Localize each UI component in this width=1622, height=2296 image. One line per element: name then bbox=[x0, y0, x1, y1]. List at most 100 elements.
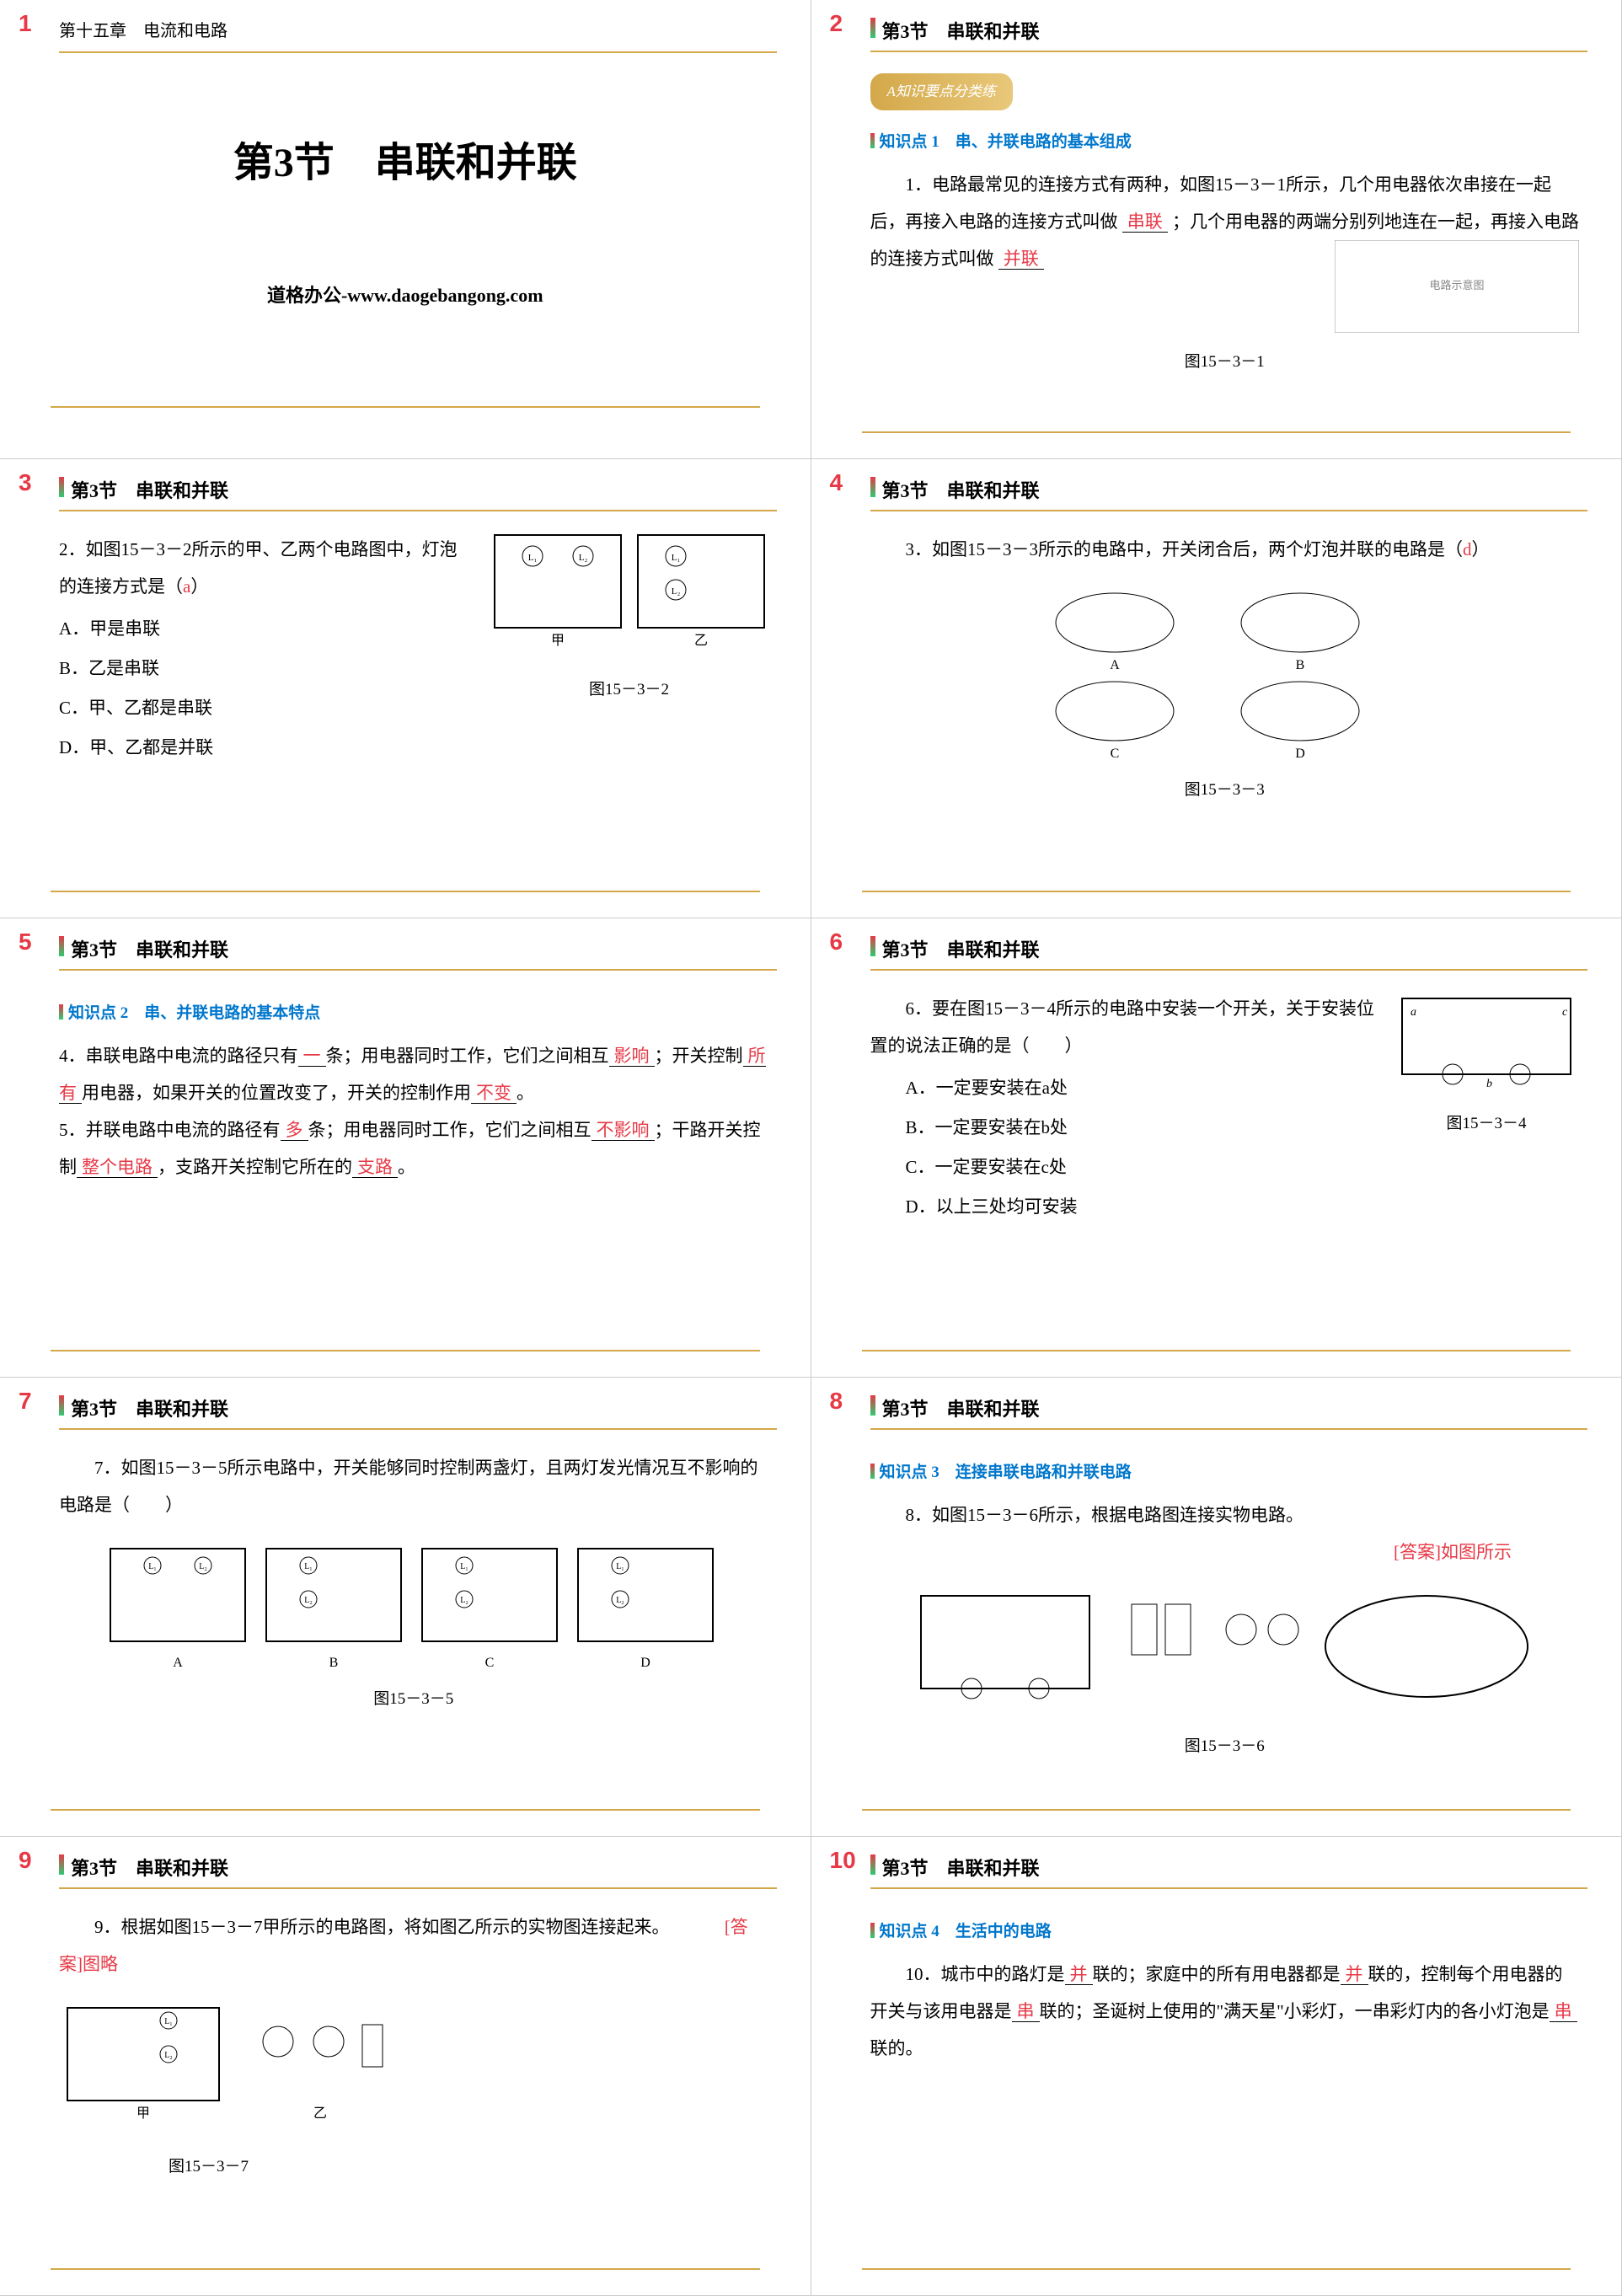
question-5: 5．并联电路中电流的路径有多条；用电器同时工作，它们之间相互不影响；干路开关控制… bbox=[59, 1111, 768, 1185]
options: A．一定要安装在a处 B．一定要安装在b处 C．一定要安装在c处 D．以上三处均… bbox=[906, 1069, 1378, 1225]
slide-6: 6 第3节 串联和并联 6．要在图15－3－4所示的电路中安装一个开关，关于安装… bbox=[811, 918, 1622, 1378]
question-10: 10．城市中的路灯是并联的；家庭中的所有用电器都是并联的，控制每个用电器的开关与… bbox=[870, 1956, 1580, 2067]
page-number: 6 bbox=[830, 929, 843, 955]
answer-blank: 串联 bbox=[1122, 211, 1168, 233]
svg-text:L₁: L₁ bbox=[304, 1562, 313, 1571]
knowledge-point: 知识点 4 生活中的电路 bbox=[870, 1915, 1580, 1949]
header-text: 第3节 串联和并联 bbox=[71, 476, 228, 503]
figure-caption: 图15－3－2 bbox=[490, 673, 768, 707]
answer-blank: 并 bbox=[1065, 1964, 1093, 1985]
slide-content: 3．如图15－3－3所示的电路中，开关闭合后，两个灯泡并联的电路是（d） A B… bbox=[811, 518, 1622, 824]
header-marker bbox=[870, 936, 875, 956]
svg-text:L₁: L₁ bbox=[527, 553, 537, 563]
answer: a bbox=[183, 576, 190, 597]
slide-header: 第3节 串联和并联 bbox=[59, 476, 777, 511]
footer-divider bbox=[51, 891, 760, 892]
svg-text:L₂: L₂ bbox=[164, 2051, 173, 2060]
svg-text:L₂: L₂ bbox=[578, 553, 587, 563]
slide-content: 7．如图15－3－5所示电路中，开关能够同时控制两盏灯，且两灯发光情况互不影响的… bbox=[0, 1437, 811, 1733]
svg-text:c: c bbox=[1562, 1006, 1568, 1019]
page-number: 2 bbox=[830, 10, 843, 37]
header-marker bbox=[870, 1395, 875, 1416]
knowledge-marker bbox=[870, 133, 875, 148]
slide-content: 9．根据如图15－3－7甲所示的电路图，将如图乙所示的实物图连接起来。 [答案]… bbox=[0, 1896, 811, 2201]
slide-header: 第3节 串联和并联 bbox=[870, 935, 1588, 971]
footer-divider bbox=[862, 431, 1571, 433]
option-a: A．甲是串联 bbox=[59, 610, 474, 647]
svg-text:L₂: L₂ bbox=[616, 1596, 624, 1605]
header-text: 第3节 串联和并联 bbox=[882, 17, 1040, 44]
circuit-diagram-placeholder: L₁ L₂ 甲 乙 bbox=[59, 1999, 413, 2134]
answer-blank: 影响 bbox=[609, 1046, 655, 1067]
svg-text:L₂: L₂ bbox=[304, 1596, 313, 1605]
page-number: 3 bbox=[19, 469, 32, 496]
footer-divider bbox=[51, 406, 760, 408]
figure-caption: 图15－3－5 bbox=[59, 1683, 768, 1716]
page-number: 1 bbox=[19, 10, 32, 37]
header-marker bbox=[59, 936, 64, 956]
figure-caption: 图15－3－7 bbox=[169, 2150, 768, 2184]
slide-4: 4 第3节 串联和并联 3．如图15－3－3所示的电路中，开关闭合后，两个灯泡并… bbox=[811, 459, 1622, 918]
svg-text:B: B bbox=[329, 1656, 338, 1667]
header-marker bbox=[870, 18, 875, 38]
page-number: 8 bbox=[830, 1388, 843, 1415]
subtitle: 道格办公-www.daogebangong.com bbox=[0, 281, 811, 308]
slide-content: 2．如图15－3－2所示的甲、乙两个电路图中，灯泡的连接方式是（a） A．甲是串… bbox=[0, 518, 811, 786]
slide-7: 7 第3节 串联和并联 7．如图15－3－5所示电路中，开关能够同时控制两盏灯，… bbox=[0, 1378, 811, 1837]
knowledge-marker bbox=[59, 1004, 63, 1020]
option-d: D．甲、乙都是并联 bbox=[59, 729, 474, 766]
svg-text:电路示意图: 电路示意图 bbox=[1429, 279, 1484, 292]
slide-header: 第十五章 电流和电路 bbox=[59, 17, 777, 53]
svg-text:D: D bbox=[640, 1656, 650, 1667]
slide-5: 5 第3节 串联和并联 知识点 2 串、并联电路的基本特点 4．串联电路中电流的… bbox=[0, 918, 811, 1378]
footer-divider bbox=[862, 2268, 1571, 2270]
option-a: A．一定要安装在a处 bbox=[906, 1069, 1378, 1106]
footer-divider bbox=[51, 2268, 760, 2270]
svg-text:甲: 甲 bbox=[137, 2106, 150, 2121]
knowledge-marker bbox=[870, 1923, 875, 1938]
svg-text:L₂: L₂ bbox=[671, 586, 680, 597]
footer-divider bbox=[51, 1350, 760, 1351]
slide-header: 第3节 串联和并联 bbox=[870, 17, 1588, 52]
svg-text:A: A bbox=[173, 1656, 183, 1667]
slide-2: 2 第3节 串联和并联 A知识要点分类练 知识点 1 串、并联电路的基本组成 1… bbox=[811, 0, 1622, 459]
page-number: 5 bbox=[19, 929, 32, 955]
main-title: 第3节 串联和并联 bbox=[0, 129, 811, 188]
knowledge-point: 知识点 2 串、并联电路的基本特点 bbox=[59, 997, 768, 1030]
page-number: 10 bbox=[830, 1847, 856, 1874]
svg-text:L₂: L₂ bbox=[199, 1562, 207, 1571]
slide-8: 8 第3节 串联和并联 知识点 3 连接串联电路和并联电路 8．如图15－3－6… bbox=[811, 1378, 1622, 1837]
slide-10: 10 第3节 串联和并联 知识点 4 生活中的电路 10．城市中的路灯是并联的；… bbox=[811, 1837, 1622, 2296]
question-3: 3．如图15－3－3所示的电路中，开关闭合后，两个灯泡并联的电路是（d） bbox=[870, 531, 1580, 568]
svg-text:乙: 乙 bbox=[313, 2106, 327, 2121]
question-1: 1．电路最常见的连接方式有两种，如图15－3－1所示，几个用电器依次串接在一起后… bbox=[870, 166, 1580, 277]
chapter-label: 第十五章 电流和电路 bbox=[59, 17, 777, 41]
figure-caption: 图15－3－3 bbox=[870, 773, 1580, 807]
question-7: 7．如图15－3－5所示电路中，开关能够同时控制两盏灯，且两灯发光情况互不影响的… bbox=[59, 1449, 768, 1523]
option-d: D．以上三处均可安装 bbox=[906, 1188, 1378, 1225]
svg-text:L₂: L₂ bbox=[460, 1596, 468, 1605]
answer-text: 如图所示 bbox=[1441, 1542, 1512, 1562]
slide-content: 知识点 4 生活中的电路 10．城市中的路灯是并联的；家庭中的所有用电器都是并联… bbox=[811, 1896, 1622, 2084]
header-text: 第3节 串联和并联 bbox=[882, 1394, 1040, 1421]
slide-header: 第3节 串联和并联 bbox=[59, 1854, 777, 1889]
svg-text:乙: 乙 bbox=[693, 634, 707, 648]
svg-text:A: A bbox=[1110, 658, 1120, 672]
knowledge-marker bbox=[870, 1464, 875, 1479]
header-text: 第3节 串联和并联 bbox=[882, 476, 1040, 503]
option-c: C．一定要安装在c处 bbox=[906, 1148, 1378, 1185]
slide-header: 第3节 串联和并联 bbox=[870, 476, 1588, 511]
header-text: 第3节 串联和并联 bbox=[882, 1854, 1040, 1881]
answer-blank: 不变 bbox=[471, 1083, 517, 1104]
answer-blank: 串 bbox=[1012, 2001, 1040, 2022]
option-b: B．一定要安装在b处 bbox=[906, 1109, 1378, 1146]
slide-header: 第3节 串联和并联 bbox=[870, 1394, 1588, 1430]
header-marker bbox=[870, 1854, 875, 1875]
option-c: C．甲、乙都是串联 bbox=[59, 689, 474, 726]
question-9: 9．根据如图15－3－7甲所示的电路图，将如图乙所示的实物图连接起来。 [答案]… bbox=[59, 1908, 768, 1983]
header-text: 第3节 串联和并联 bbox=[71, 935, 228, 962]
slide-header: 第3节 串联和并联 bbox=[59, 935, 777, 971]
circuit-diagram-placeholder: 甲 乙 L₁ L₂ L₁ L₂ bbox=[490, 531, 768, 657]
slide-content: 知识点 3 连接串联电路和并联电路 8．如图15－3－6所示，根据电路图连接实物… bbox=[811, 1437, 1622, 1780]
header-marker bbox=[59, 1854, 64, 1875]
